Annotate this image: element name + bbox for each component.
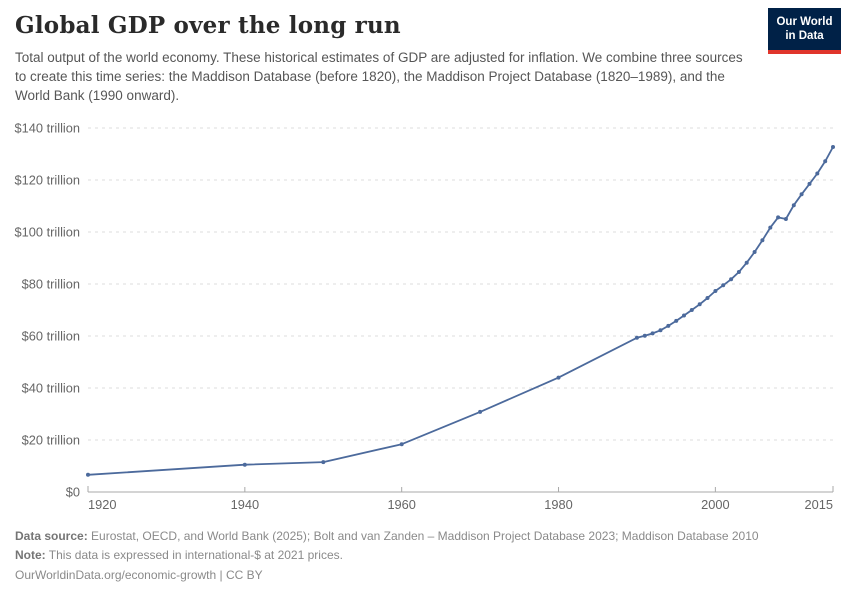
y-tick-label: $140 trillion [15,121,80,136]
data-point-marker [705,296,710,300]
gdp-series-line [87,146,834,476]
data-source-label: Data source: [15,529,88,543]
data-point-marker [478,409,483,414]
data-point-marker [815,171,820,176]
data-point-marker [823,159,828,164]
data-point-marker [807,181,812,186]
x-tick-label: 1960 [387,497,415,512]
data-point-marker [86,472,90,477]
data-point-marker [642,333,647,338]
x-tick-label: 2015 [805,497,833,512]
data-point-marker [650,331,655,336]
owid-logo-accent-bar [768,49,841,54]
x-tick-label: 1980 [544,497,572,512]
data-point-marker [752,250,757,254]
data-point-marker [729,277,734,282]
data-point-marker [791,203,796,208]
note-label: Note: [15,548,46,563]
data-point-marker [713,289,718,293]
owid-logo-text: Our World in Data [768,8,841,50]
data-point-marker [689,308,694,312]
data-point-marker [744,260,749,265]
data-point-marker [736,270,741,274]
data-source-text: Eurostat, OECD, and World Bank (2025); B… [91,529,759,543]
owid-logo[interactable]: Our World in Data [768,8,841,54]
y-tick-label: $80 trillion [22,277,80,292]
x-tick-label: 1920 [88,497,116,512]
data-point-marker [242,462,247,467]
data-point-marker [799,192,804,197]
y-tick-label: $0 [66,485,80,500]
note-line: Note: This data is expressed in internat… [15,546,835,565]
chart-header: Global GDP over the long run Total outpu… [15,12,755,105]
data-point-marker [556,375,561,380]
data-point-marker [776,215,781,220]
data-point-marker [666,323,671,328]
data-point-marker [768,225,773,230]
data-point-marker [399,442,404,447]
data-source-line: Data source: Eurostat, OECD, and World B… [15,527,835,546]
x-tick-label: 2000 [701,497,729,512]
attribution-line: OurWorldinData.org/economic-growth | CC … [15,566,835,585]
y-tick-label: $40 trillion [22,381,80,396]
data-point-marker [321,460,326,465]
data-point-marker [760,238,765,243]
page-title: Global GDP over the long run [15,12,401,39]
license-badge: CC BY [226,567,263,582]
y-tick-label: $120 trillion [15,173,80,188]
data-point-marker [721,283,726,288]
y-tick-label: $20 trillion [22,433,80,448]
data-point-marker [674,318,679,323]
data-point-marker [682,313,686,318]
chart-footer: Data source: Eurostat, OECD, and World B… [15,527,835,585]
chart-subtitle: Total output of the world economy. These… [15,49,743,103]
y-tick-label: $100 trillion [15,225,80,240]
data-point-marker [658,328,663,333]
data-point-marker [831,145,835,149]
data-point-marker [634,335,639,340]
y-tick-label: $60 trillion [22,329,80,344]
note-text: This data is expressed in international-… [48,548,343,563]
x-tick-label: 1940 [231,497,259,512]
data-point-marker [783,217,788,221]
data-point-marker [697,302,702,307]
attribution-divider: | [219,567,223,582]
owid-article-link[interactable]: OurWorldinData.org/economic-growth [15,567,217,582]
